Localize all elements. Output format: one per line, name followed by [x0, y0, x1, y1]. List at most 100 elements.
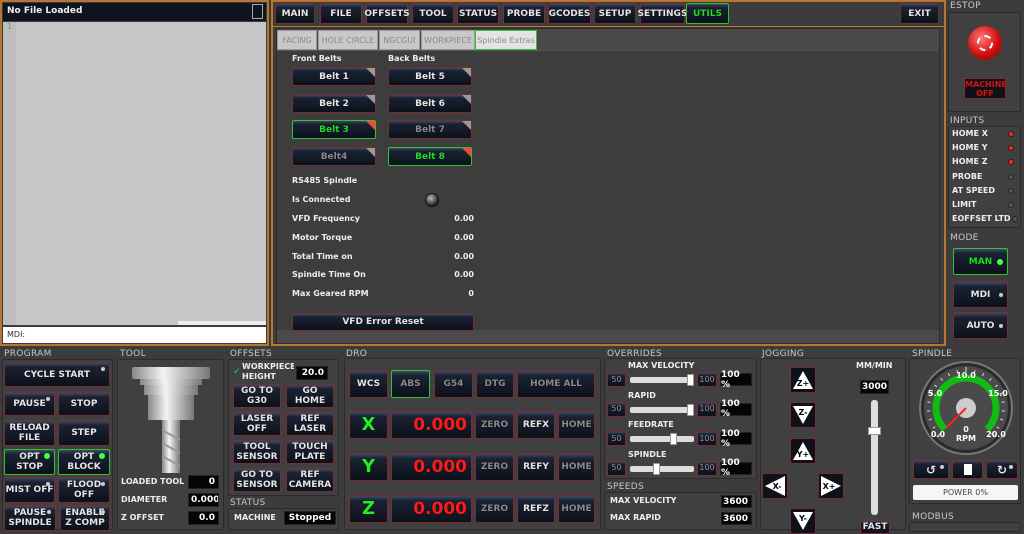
flood-button[interactable]: FLOOD OFF [58, 477, 110, 503]
machine-off-button[interactable]: MACHINE OFF [964, 78, 1006, 99]
belt-5-button[interactable]: Belt 5 [388, 67, 472, 86]
subtab-hole-circle[interactable]: HOLE CIRCLE [318, 30, 378, 50]
ref-laser-button[interactable]: REF LASER [286, 412, 334, 436]
feedrate-slider-handle[interactable] [670, 433, 677, 445]
feedrate-slider[interactable] [630, 436, 694, 442]
belt-6-button[interactable]: Belt 6 [388, 94, 472, 113]
spindle-slider[interactable] [630, 466, 694, 472]
pause-spindle-button[interactable]: PAUSE SPINDLE [4, 505, 56, 531]
tab-offsets[interactable]: OFFSETS [366, 3, 408, 24]
tab-tool[interactable]: TOOL [412, 3, 454, 24]
pause-button[interactable]: PAUSE [4, 392, 55, 416]
opt-stop-button[interactable]: OPT STOP [4, 449, 55, 475]
jog-rate-slider[interactable] [871, 400, 878, 515]
cycle-start-button[interactable]: CYCLE START [4, 362, 110, 387]
z-zero-button[interactable]: ZERO [475, 495, 514, 523]
y-ref-button[interactable]: REFY [517, 453, 555, 481]
horizontal-scrollbar[interactable] [178, 321, 266, 325]
gcode-editor[interactable]: 1 [3, 22, 266, 325]
x-ref-button[interactable]: REFX [517, 411, 555, 439]
opt-block-button[interactable]: OPT BLOCK [58, 449, 110, 475]
tool-sensor-button[interactable]: TOOL SENSOR [233, 440, 281, 464]
jog-z-minus-button[interactable]: Z- [790, 402, 816, 428]
workpiece-height-value[interactable]: 20.0 [296, 366, 328, 380]
tab-setup[interactable]: SETUP [594, 3, 636, 24]
y-zero-button[interactable]: ZERO [475, 453, 514, 481]
subtab-spindle-extras[interactable]: Spindle Extras [475, 30, 537, 50]
editor-menu-button[interactable] [252, 4, 263, 19]
rapid-slider-handle[interactable] [687, 404, 694, 416]
go-to-g30-button[interactable]: GO TO G30 [233, 384, 281, 408]
mode-auto-button[interactable]: AUTO [953, 312, 1008, 339]
jog-rate-slider-handle[interactable] [868, 427, 881, 435]
tab-gcodes[interactable]: GCODES [548, 3, 591, 24]
go-to-sensor-button[interactable]: GO TO SENSOR [233, 468, 281, 492]
laser-off-button[interactable]: LASER OFF [233, 412, 281, 436]
jog-z-plus-button[interactable]: Z+ [790, 367, 816, 393]
rapid-min-button[interactable]: 50 [607, 402, 626, 417]
spindle-max-button[interactable]: 100 [697, 461, 717, 476]
jog-rate-label: MM/MIN [856, 361, 892, 370]
dro-abs-button[interactable]: ABS [391, 370, 430, 398]
stop-button[interactable]: STOP [58, 392, 110, 416]
mode-man-button[interactable]: MAN [953, 248, 1008, 275]
max-velocity-slider[interactable] [630, 377, 694, 383]
modbus-section-label: MODBUS [912, 512, 954, 522]
tab-utils[interactable]: UTILS [686, 3, 729, 24]
spindle-min-button[interactable]: 50 [607, 461, 626, 476]
jog-fast-button[interactable]: FAST [860, 520, 890, 534]
belt-7-button[interactable]: Belt 7 [388, 120, 472, 139]
spindle-ccw-button[interactable]: ↺ [913, 460, 949, 479]
jog-y-minus-button[interactable]: Y- [790, 508, 816, 534]
ref-camera-button[interactable]: REF CAMERA [286, 468, 334, 492]
home-all-button[interactable]: HOME ALL [517, 370, 595, 398]
jog-x-minus-button[interactable]: X- [762, 473, 788, 499]
feedrate-max-button[interactable]: 100 [697, 431, 717, 446]
belt-8-button[interactable]: Belt 8 [388, 147, 472, 166]
mdi-input[interactable]: MDI: [3, 327, 266, 343]
dro-wcs-button[interactable]: WCS [349, 370, 388, 398]
x-home-button[interactable]: HOME [558, 411, 595, 439]
touch-plate-button[interactable]: TOUCH PLATE [286, 440, 334, 464]
belt-1-button[interactable]: Belt 1 [292, 67, 376, 86]
rapid-max-button[interactable]: 100 [697, 402, 717, 417]
x-zero-button[interactable]: ZERO [475, 411, 514, 439]
tab-status[interactable]: STATUS [457, 3, 499, 24]
reload-file-button[interactable]: RELOAD FILE [4, 420, 55, 446]
subtab-facing[interactable]: FACING [277, 30, 317, 50]
tab-settings[interactable]: SETTINGS [640, 3, 685, 24]
tab-probe[interactable]: PROBE [503, 3, 545, 24]
jog-y-plus-button[interactable]: Y+ [790, 438, 816, 464]
belt-4-button[interactable]: Belt4 [292, 147, 376, 166]
enable-zcomp-button[interactable]: ENABLE Z COMP [60, 505, 110, 531]
exit-button[interactable]: EXIT [900, 3, 939, 24]
vfd-error-reset-button[interactable]: VFD Error Reset [292, 313, 474, 331]
tab-main[interactable]: MAIN [275, 3, 315, 24]
dro-dtg-button[interactable]: DTG [476, 370, 514, 398]
jog-rate-value[interactable]: 3000 [860, 380, 889, 394]
dro-g54-button[interactable]: G54 [434, 370, 473, 398]
step-button[interactable]: STEP [58, 420, 110, 446]
max-velocity-min-button[interactable]: 50 [607, 372, 626, 387]
estop-button[interactable] [968, 26, 1002, 60]
z-home-button[interactable]: HOME [558, 495, 595, 523]
subtab-workpiece[interactable]: WORKPIECE [421, 30, 475, 50]
feedrate-min-button[interactable]: 50 [607, 431, 626, 446]
spindle-cw-button[interactable]: ↻ [986, 460, 1018, 479]
z-ref-button[interactable]: REFZ [517, 495, 555, 523]
spindle-slider-handle[interactable] [653, 463, 660, 475]
mist-button[interactable]: MIST OFF [4, 477, 55, 503]
subtab-ngcgui[interactable]: NGCGUI [379, 30, 420, 50]
spindle-stop-button[interactable] [952, 460, 983, 479]
max-velocity-max-button[interactable]: 100 [697, 372, 717, 387]
belt-3-button[interactable]: Belt 3 [292, 120, 376, 139]
tab-file[interactable]: FILE [320, 3, 362, 24]
y-home-button[interactable]: HOME [558, 453, 595, 481]
rapid-slider[interactable] [630, 407, 694, 413]
mode-mdi-button[interactable]: MDI [953, 281, 1008, 308]
jog-x-plus-button[interactable]: X+ [818, 473, 844, 499]
belt-2-button[interactable]: Belt 2 [292, 94, 376, 113]
go-home-button[interactable]: GO HOME [286, 384, 334, 408]
max-velocity-slider-handle[interactable] [687, 374, 694, 386]
motor-torque-value: 0.00 [454, 233, 474, 242]
